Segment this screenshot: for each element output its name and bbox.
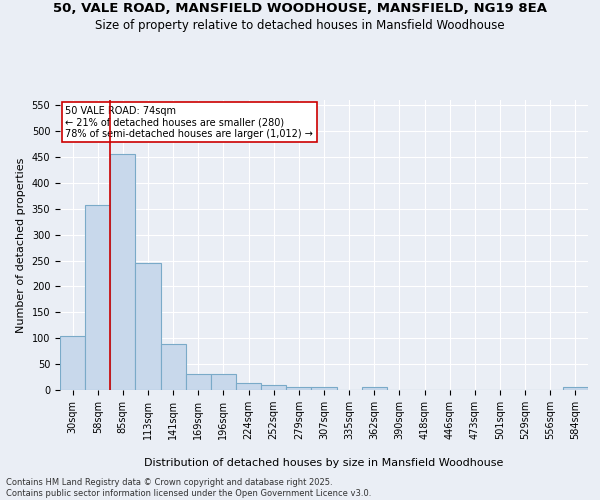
- Text: Size of property relative to detached houses in Mansfield Woodhouse: Size of property relative to detached ho…: [95, 18, 505, 32]
- Bar: [110, 154, 136, 390]
- Text: 50, VALE ROAD, MANSFIELD WOODHOUSE, MANSFIELD, NG19 8EA: 50, VALE ROAD, MANSFIELD WOODHOUSE, MANS…: [53, 2, 547, 16]
- Y-axis label: Number of detached properties: Number of detached properties: [16, 158, 26, 332]
- Bar: [136, 263, 161, 390]
- Bar: [311, 388, 337, 390]
- Bar: [186, 374, 211, 390]
- Bar: [261, 386, 286, 390]
- Text: Distribution of detached houses by size in Mansfield Woodhouse: Distribution of detached houses by size …: [145, 458, 503, 468]
- Bar: [211, 374, 236, 390]
- Bar: [161, 344, 186, 390]
- Bar: [60, 336, 85, 390]
- Bar: [362, 388, 387, 390]
- Bar: [563, 388, 588, 390]
- Text: Contains HM Land Registry data © Crown copyright and database right 2025.
Contai: Contains HM Land Registry data © Crown c…: [6, 478, 371, 498]
- Bar: [286, 388, 311, 390]
- Text: 50 VALE ROAD: 74sqm
← 21% of detached houses are smaller (280)
78% of semi-detac: 50 VALE ROAD: 74sqm ← 21% of detached ho…: [65, 106, 313, 139]
- Bar: [236, 384, 261, 390]
- Bar: [85, 205, 110, 390]
